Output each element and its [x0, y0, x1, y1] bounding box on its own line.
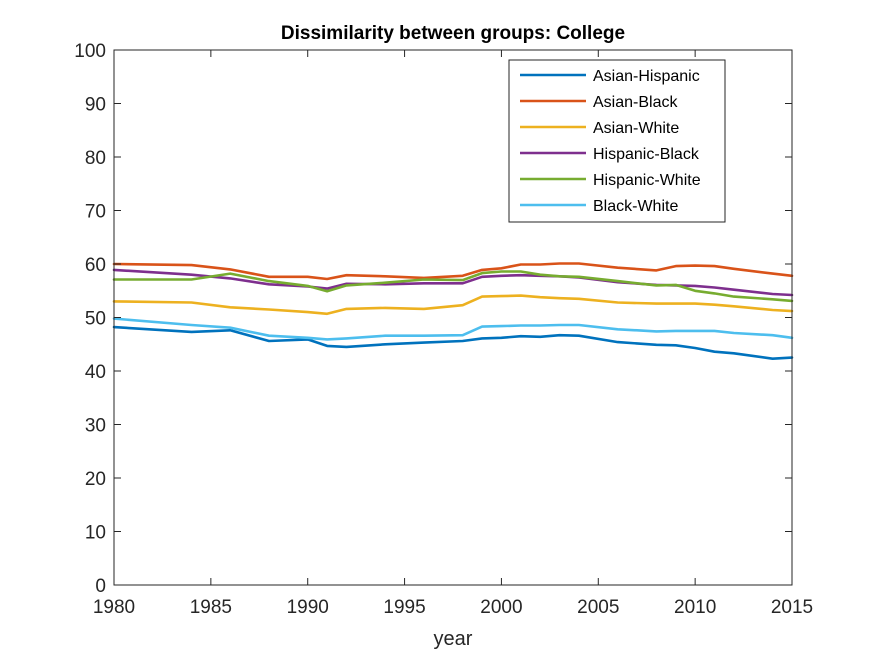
plot-area: 1980 1985 1990 1995 2000 2005 2010 2015 0 10 20 30 4…: [74, 41, 813, 618]
x-tick-label: 1980: [93, 597, 135, 618]
y-tick-label: 80: [85, 148, 106, 169]
series-line-asian-hispanic: [112, 325, 794, 361]
legend-label: Asian-White: [593, 120, 679, 137]
y-tick-label: 10: [85, 523, 106, 544]
x-tick-label: 1990: [287, 597, 329, 618]
x-tick-label: 2005: [577, 597, 619, 618]
x-tick-label: 2010: [674, 597, 716, 618]
series-line-asian-white: [112, 294, 794, 316]
legend-label: Hispanic-White: [593, 172, 701, 189]
y-tick-label: 30: [85, 416, 106, 437]
legend-label: Hispanic-Black: [593, 146, 700, 163]
series-line-hispanic-white: [112, 270, 794, 303]
x-tick-label: 2000: [480, 597, 522, 618]
legend-label: Asian-Hispanic: [593, 68, 700, 85]
y-tick-label: 0: [95, 576, 106, 597]
series-line-asian-black: [112, 262, 794, 281]
legend-label: Asian-Black: [593, 94, 678, 111]
x-tick-label: 2015: [771, 597, 813, 618]
x-axis-label: year: [434, 628, 473, 650]
y-tick-label: 70: [85, 202, 106, 223]
y-tick-label: 100: [74, 41, 106, 62]
legend: Asian-Hispanic Asian-Black Asian-White Hisp…: [508, 59, 726, 223]
y-tick-label: 50: [85, 309, 106, 330]
y-tick-label: 60: [85, 255, 106, 276]
y-tick-label: 40: [85, 362, 106, 383]
chart-title: Dissimilarity between groups: College: [281, 23, 625, 44]
x-tick-label: 1995: [383, 597, 425, 618]
series-line-black-white: [112, 317, 794, 341]
legend-box: [508, 59, 726, 223]
legend-label: Black-White: [593, 198, 678, 215]
y-tick-label: 20: [85, 469, 106, 490]
x-tick-label: 1985: [190, 597, 232, 618]
y-tick-label: 90: [85, 95, 106, 116]
